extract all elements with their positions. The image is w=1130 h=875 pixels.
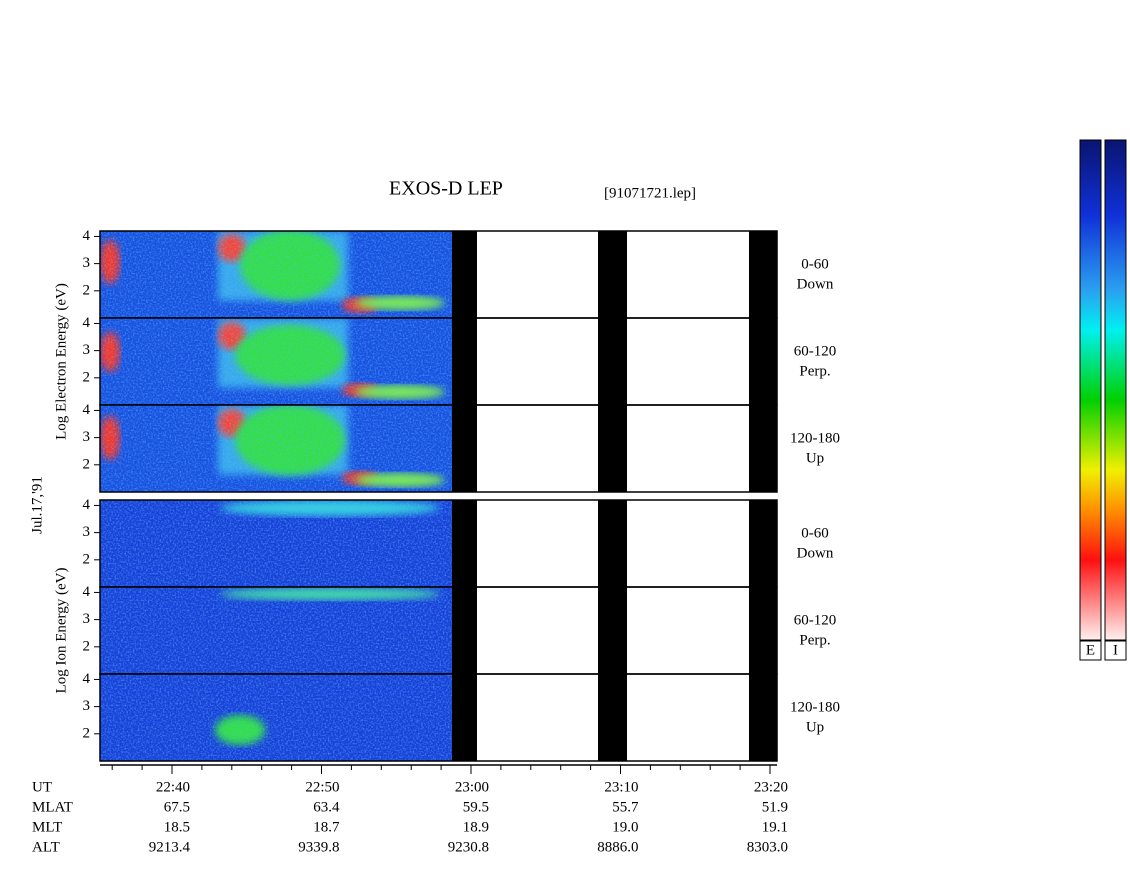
colorbar — [1104, 139, 1127, 641]
data-gap — [598, 500, 627, 587]
y-tick-label: 3 — [83, 342, 91, 358]
spectrogram-noise — [100, 405, 452, 492]
ephemeris-value: 8303.0 — [747, 839, 788, 855]
row-name: MLT — [32, 819, 62, 835]
colorbars: E I — [1079, 139, 1127, 661]
colorbar-label-box — [1079, 640, 1102, 661]
panel-label: 60-120 — [794, 612, 837, 628]
y-tick-label: 2 — [83, 456, 91, 472]
ephemeris-value: 9339.8 — [298, 839, 339, 855]
y-tick-label: 2 — [83, 638, 91, 654]
y-tick-label: 4 — [83, 584, 91, 600]
panel-frame — [99, 404, 778, 493]
y-tick-label: 2 — [83, 369, 91, 385]
x-tick-label: 23:20 — [754, 779, 788, 795]
y-tick-label: 4 — [83, 671, 91, 687]
ephemeris-value: 51.9 — [762, 799, 788, 815]
ephemeris-value: 18.7 — [313, 819, 340, 835]
spectrogram — [100, 231, 452, 318]
x-tick-label: 22:40 — [156, 779, 190, 795]
panel-label: Down — [797, 545, 834, 561]
y-tick-label: 3 — [83, 611, 91, 627]
panel-label: Up — [806, 719, 824, 735]
y-tick-label: 3 — [83, 524, 91, 540]
x-tick-label: 23:00 — [455, 779, 489, 795]
data-gap — [452, 405, 477, 492]
data-gap — [749, 231, 777, 318]
spectrogram — [100, 318, 452, 405]
panel-label: 120-180 — [790, 430, 840, 446]
y-tick-label: 3 — [83, 698, 91, 714]
panel-label: 60-120 — [794, 343, 837, 359]
colorbar-label-box — [1104, 640, 1127, 661]
data-gap — [749, 500, 777, 587]
ephemeris-value: 59.5 — [463, 799, 489, 815]
spectrogram-noise — [100, 500, 452, 587]
ephemeris-value: 19.1 — [762, 819, 788, 835]
spectrogram-noise — [100, 231, 452, 318]
panel-label: Perp. — [799, 363, 830, 379]
panel-label: Up — [806, 450, 824, 466]
y-tick-label: 3 — [83, 429, 91, 445]
y-axis-label: Log Electron Energy (eV) — [53, 283, 69, 440]
data-gap — [452, 674, 477, 761]
ephemeris-value: 8886.0 — [597, 839, 638, 855]
colorbar-label: I — [1113, 642, 1118, 658]
data-gap — [598, 674, 627, 761]
data-gap — [598, 587, 627, 674]
ephemeris-value: 63.4 — [313, 799, 340, 815]
data-gap — [749, 674, 777, 761]
data-gap — [598, 318, 627, 405]
ephemeris-value: 18.5 — [164, 819, 190, 835]
y-tick-label: 4 — [83, 228, 91, 244]
spectrogram — [100, 587, 452, 674]
y-tick-label: 2 — [83, 282, 91, 298]
ephemeris-value: 67.5 — [164, 799, 190, 815]
panel-label: Down — [797, 276, 834, 292]
spectrogram — [100, 405, 452, 492]
panel-frame — [99, 673, 778, 762]
data-gap — [598, 231, 627, 318]
data-gap — [452, 500, 477, 587]
data-gap — [749, 587, 777, 674]
y-tick-label: 4 — [83, 497, 91, 513]
data-gap — [749, 318, 777, 405]
spectrogram-noise — [100, 674, 452, 761]
panel-label: 0-60 — [801, 256, 829, 272]
row-name: UT — [32, 779, 52, 795]
colorbar-label: E — [1086, 642, 1095, 658]
panel-label: 120-180 — [790, 699, 840, 715]
ephemeris-value: 9230.8 — [448, 839, 489, 855]
y-tick-label: 2 — [83, 551, 91, 567]
spectrogram — [100, 674, 452, 761]
data-gap — [749, 405, 777, 492]
spectrogram-noise — [100, 318, 452, 405]
data-gap — [452, 231, 477, 318]
data-gap — [598, 405, 627, 492]
data-gap — [452, 587, 477, 674]
y-tick-label: 2 — [83, 725, 91, 741]
y-tick-label: 3 — [83, 255, 91, 271]
colorbar — [1079, 139, 1102, 641]
ephemeris-value: 9213.4 — [149, 839, 191, 855]
spectrogram-noise — [100, 587, 452, 674]
ephemeris-value: 55.7 — [612, 799, 639, 815]
y-tick-label: 4 — [83, 315, 91, 331]
data-gap — [452, 318, 477, 405]
file-name: [91071721.lep] — [604, 185, 696, 201]
y-axis-label: Log Ion Energy (eV) — [53, 568, 69, 694]
spectrogram — [100, 500, 452, 587]
row-name: ALT — [32, 839, 60, 855]
x-tick-label: 22:50 — [305, 779, 339, 795]
ephemeris-value: 18.9 — [463, 819, 489, 835]
panel-label: Perp. — [799, 632, 830, 648]
x-tick-label: 23:10 — [604, 779, 638, 795]
y-tick-label: 4 — [83, 402, 91, 418]
row-name: MLAT — [32, 799, 73, 815]
ephemeris-value: 19.0 — [612, 819, 638, 835]
date: Jul.17,'91 — [29, 476, 45, 534]
chart-title: EXOS-D LEP — [389, 178, 503, 200]
panel-label: 0-60 — [801, 525, 829, 541]
